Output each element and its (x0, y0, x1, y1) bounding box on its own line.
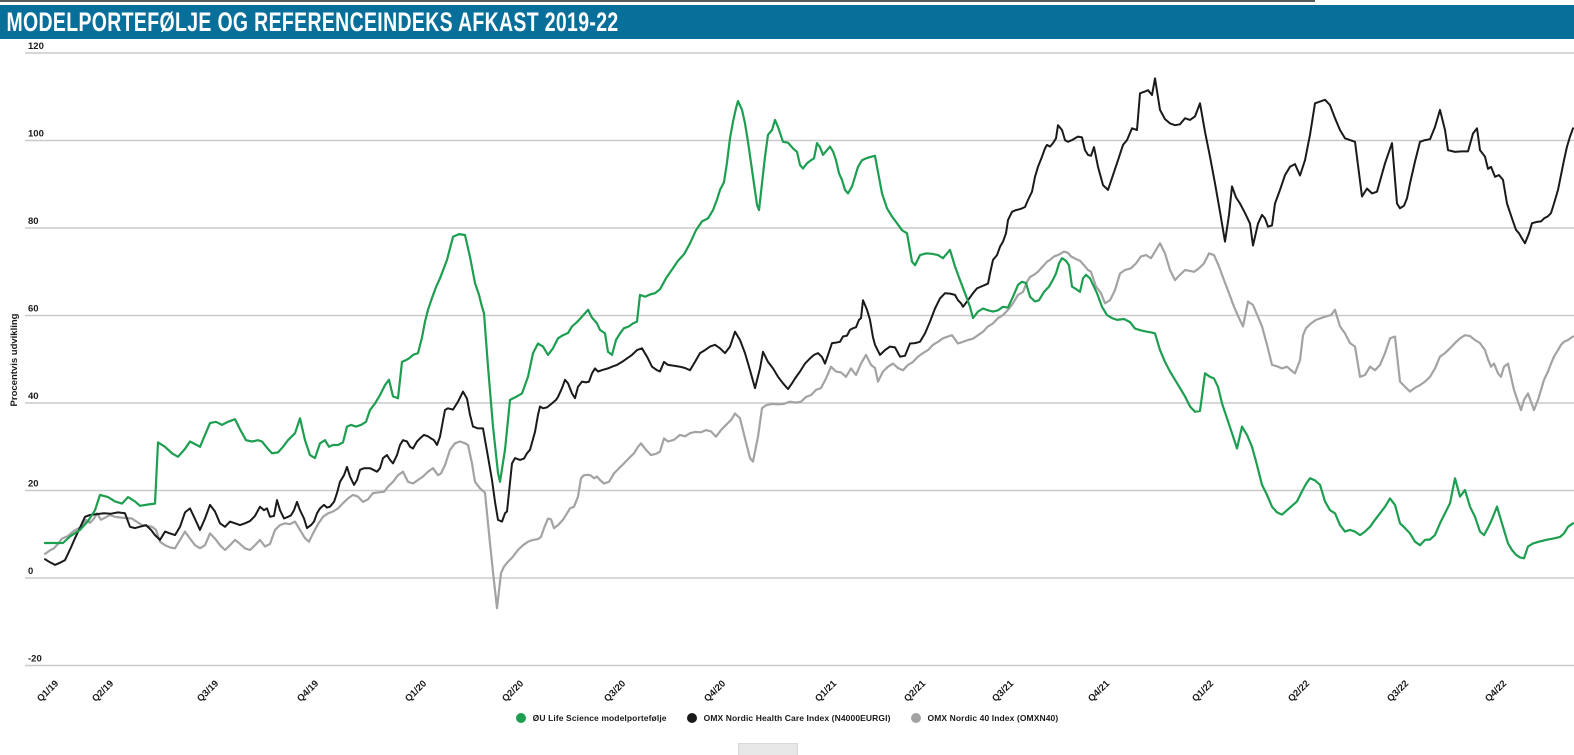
legend-item-portfolio: ØU Life Science modelportefølje (515, 713, 667, 723)
x-tick-label: Q3/20 (602, 678, 628, 704)
x-tick-label: Q4/22 (1483, 678, 1509, 704)
y-tick-label: 60 (28, 304, 39, 315)
x-tick-label: Q2/19 (90, 678, 116, 704)
y-tick-label: 0 (28, 566, 33, 577)
series-line-2 (43, 242, 1574, 610)
legend-label-omxn40-index: OMX Nordic 40 Index (OMXN40) (927, 713, 1059, 723)
x-tick-label: Q1/22 (1190, 678, 1216, 704)
x-tick-label: Q3/21 (990, 678, 1017, 705)
chart-legend: ØU Life Science modelportefølje OMX Nord… (0, 713, 1574, 723)
x-tick-label: Q3/22 (1385, 678, 1411, 704)
top-border-strip (0, 0, 1315, 2)
y-tick-label: 120 (28, 41, 44, 52)
chart-title: MODELPORTEFØLJE OG REFERENCEINDEKS AFKAS… (6, 7, 619, 37)
x-tick-label: Q2/22 (1286, 678, 1312, 704)
series-line-1 (44, 77, 1574, 566)
gray-series-dot-icon (910, 713, 921, 723)
y-tick-label: 80 (28, 216, 39, 227)
x-tick-label: Q4/20 (702, 678, 728, 704)
x-tick-label: Q4/19 (295, 678, 321, 704)
x-tick-label: Q1/19 (35, 678, 61, 704)
green-series-dot-icon (515, 713, 526, 723)
legend-item-healthcare-index: OMX Nordic Health Care Index (N4000EURGI… (686, 713, 891, 723)
x-tick-label: Q1/21 (813, 678, 840, 705)
x-tick-label: Q2/21 (902, 678, 929, 705)
series-line-0 (43, 99, 1574, 560)
legend-item-omxn40-index: OMX Nordic 40 Index (OMXN40) (910, 713, 1059, 723)
legend-label-portfolio: ØU Life Science modelportefølje (532, 713, 667, 723)
x-tick-label: Q1/20 (403, 678, 429, 704)
x-tick-label: Q3/19 (195, 678, 221, 704)
y-tick-label: 20 (28, 479, 39, 490)
y-axis-title: Procentvis udvikling (9, 313, 20, 406)
chart-title-bar: MODELPORTEFØLJE OG REFERENCEINDEKS AFKAS… (0, 5, 1574, 39)
y-tick-label: 40 (28, 391, 39, 402)
y-tick-label: 100 (28, 129, 44, 140)
y-tick-label: -20 (28, 654, 42, 665)
x-tick-label: Q2/20 (500, 678, 526, 704)
partial-bottom-element[interactable] (738, 743, 798, 755)
black-series-dot-icon (686, 713, 697, 723)
x-tick-label: Q4/21 (1086, 678, 1113, 705)
legend-label-healthcare-index: OMX Nordic Health Care Index (N4000EURGI… (703, 713, 891, 723)
